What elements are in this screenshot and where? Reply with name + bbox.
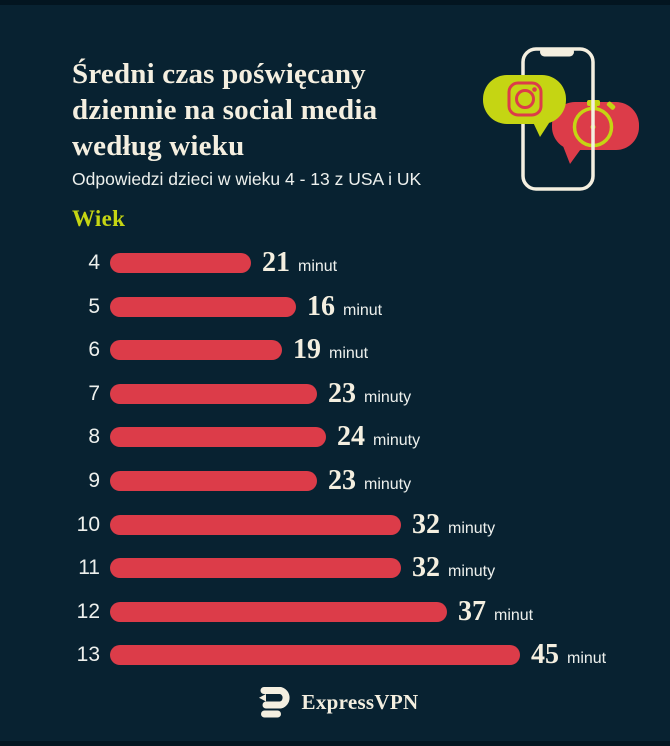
instagram-bubble — [483, 75, 566, 137]
value-label: 21 — [262, 247, 290, 278]
unit-label: minuty — [364, 388, 412, 406]
unit-label: minuty — [448, 519, 496, 537]
chart-row: 10 32 minuty — [0, 504, 670, 546]
chart-row: 4 21 minut — [0, 242, 670, 284]
bar — [110, 296, 296, 317]
value-label: 32 — [412, 508, 440, 540]
value-group: 32 minuty — [412, 509, 495, 541]
bar — [110, 471, 317, 491]
age-label: 8 — [88, 425, 100, 449]
bottom-edge-band — [0, 741, 670, 746]
bar — [110, 645, 520, 666]
unit-label: minut — [494, 606, 534, 624]
unit-label: minuty — [364, 476, 412, 493]
chart-row: 5 16 minut — [0, 286, 670, 328]
bar — [110, 514, 401, 535]
top-edge-band — [0, 0, 670, 5]
bar-chart: 4 21 minut 5 16 minut 6 19 minut 7 23 mi… — [0, 242, 670, 682]
unit-label: minut — [567, 650, 607, 668]
value-group: 37 minut — [458, 596, 533, 628]
unit-label: minuty — [373, 432, 421, 450]
unit-label: minuty — [448, 563, 496, 581]
chart-row: 13 45 minut — [0, 634, 670, 676]
chart-row: 8 24 minuty — [0, 416, 670, 458]
age-label: 5 — [88, 294, 100, 318]
value-group: 21 minut — [262, 247, 337, 279]
phone-social-illustration — [483, 47, 639, 191]
page-subtitle: Odpowiedzi dzieci w wieku 4 - 13 z USA i… — [72, 169, 422, 189]
value-label: 23 — [328, 465, 356, 496]
page-title: Średni czas poświęcany dziennie na socia… — [72, 58, 378, 162]
chart-row: 7 23 minuty — [0, 373, 670, 415]
chart-row: 6 19 minut — [0, 329, 670, 371]
value-label: 16 — [307, 290, 335, 322]
age-label: 13 — [76, 643, 100, 667]
bar — [110, 340, 282, 361]
unit-label: minut — [329, 345, 369, 363]
unit-label: minut — [298, 258, 338, 275]
timer-bubble — [552, 100, 639, 164]
value-group: 16 minut — [307, 291, 382, 323]
bar — [110, 558, 401, 579]
value-label: 24 — [337, 421, 365, 453]
age-label: 10 — [76, 512, 100, 536]
bar — [110, 427, 326, 448]
expressvpn-logo-icon — [258, 687, 290, 718]
value-group: 23 minuty — [328, 465, 411, 497]
value-label: 23 — [328, 377, 356, 409]
age-label: 11 — [78, 556, 100, 580]
value-group: 23 minuty — [328, 378, 411, 410]
unit-label: minut — [343, 301, 383, 319]
value-label: 19 — [293, 334, 321, 366]
bar — [110, 253, 251, 273]
value-group: 45 minut — [531, 639, 606, 671]
instagram-icon — [507, 81, 543, 117]
chart-row: 11 32 minuty — [0, 547, 670, 589]
value-group: 24 minuty — [337, 421, 420, 453]
chart-row: 9 23 minuty — [0, 460, 670, 502]
bar — [110, 383, 317, 404]
age-label: 4 — [88, 251, 100, 274]
chart-row: 12 37 minut — [0, 591, 670, 633]
value-group: 19 minut — [293, 334, 368, 366]
age-label: 12 — [76, 599, 100, 623]
age-label: 7 — [88, 381, 100, 405]
age-label: 9 — [88, 469, 100, 492]
bar — [110, 601, 447, 622]
footer-brand: ExpressVPN — [0, 682, 670, 722]
value-label: 32 — [412, 552, 440, 584]
age-label: 6 — [88, 338, 100, 362]
value-label: 37 — [458, 595, 486, 627]
value-label: 45 — [531, 639, 559, 671]
axis-label-wiek: Wiek — [72, 206, 126, 231]
brand-name: ExpressVPN — [301, 689, 419, 714]
value-group: 32 minuty — [412, 552, 495, 584]
